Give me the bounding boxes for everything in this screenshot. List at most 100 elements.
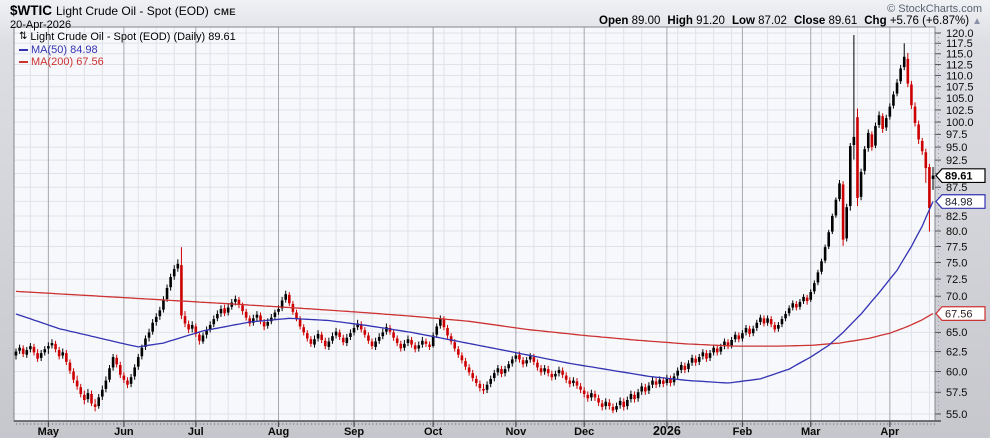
ma200-swatch-icon xyxy=(19,61,28,64)
page-title: Light Crude Oil - Spot (EOD) xyxy=(56,4,209,18)
candle-body xyxy=(14,351,18,356)
candle-body xyxy=(374,341,377,347)
candle-body xyxy=(133,367,136,377)
candle-body xyxy=(773,324,777,330)
candle-body xyxy=(859,171,863,197)
candle-body xyxy=(813,283,816,292)
candle-body xyxy=(129,377,133,384)
candle-body xyxy=(377,336,381,341)
candle-body xyxy=(482,388,485,391)
svg-text:87.5: 87.5 xyxy=(946,182,967,194)
candle-body xyxy=(460,355,464,361)
candle-body xyxy=(338,332,341,337)
candle-body xyxy=(798,301,802,307)
month-label: Dec xyxy=(574,426,594,438)
candle-body xyxy=(172,269,176,277)
candle-body xyxy=(190,324,194,329)
svg-text:65.0: 65.0 xyxy=(946,327,967,339)
candle-body xyxy=(521,360,525,365)
candle-body xyxy=(453,342,457,349)
open-label: Open xyxy=(599,15,629,27)
open-value: 89.00 xyxy=(631,15,661,27)
candle-body xyxy=(784,313,787,319)
candle-body xyxy=(115,357,118,365)
candle-body xyxy=(273,312,277,317)
candle-body xyxy=(877,115,881,125)
candle-body xyxy=(518,354,521,360)
candle-body xyxy=(705,353,708,359)
candle-body xyxy=(237,299,241,305)
candle-body xyxy=(305,333,309,339)
candle-body xyxy=(165,287,169,300)
candle-body xyxy=(226,307,230,313)
candle-body xyxy=(345,337,349,344)
candle-body xyxy=(97,397,101,407)
candle-body xyxy=(874,125,877,146)
svg-text:100.0: 100.0 xyxy=(946,117,974,129)
candle-body xyxy=(679,365,683,370)
candle-body xyxy=(162,299,165,310)
candle-body xyxy=(410,339,413,345)
svg-text:75.0: 75.0 xyxy=(946,257,967,269)
candle-body xyxy=(590,393,593,398)
candle-body xyxy=(769,319,773,325)
candle-body xyxy=(352,327,356,333)
candle-body xyxy=(176,263,180,269)
candle-body xyxy=(151,322,154,332)
candle-body xyxy=(550,373,554,378)
svg-text:112.5: 112.5 xyxy=(946,59,973,71)
candle-body xyxy=(737,335,741,340)
candle-body xyxy=(751,328,755,334)
candle-body xyxy=(863,149,866,171)
candle-body xyxy=(572,380,575,384)
candle-body xyxy=(640,386,644,392)
candle-body xyxy=(762,318,766,324)
candle-body xyxy=(831,215,834,232)
exchange-label: CME xyxy=(213,7,237,18)
candle-body xyxy=(334,331,338,336)
candle-body xyxy=(795,303,798,308)
candle-body xyxy=(586,394,590,399)
candle-body xyxy=(928,167,931,209)
candle-body xyxy=(654,381,658,385)
month-label: Mar xyxy=(801,426,821,438)
ma50-line xyxy=(15,201,934,384)
candle-body xyxy=(266,322,270,326)
candle-body xyxy=(568,380,572,384)
candle-body xyxy=(744,327,748,333)
candle-body xyxy=(600,403,604,407)
svg-text:80.0: 80.0 xyxy=(946,226,967,238)
candle-body xyxy=(723,341,726,347)
candle-body xyxy=(219,308,223,314)
candle-body xyxy=(895,82,899,94)
candle-body xyxy=(690,357,694,363)
candle-body xyxy=(403,343,406,348)
candle-body xyxy=(122,375,126,380)
chart-legend: ⇅ Light Crude Oil - Spot (EOD) (Daily) 8… xyxy=(19,31,236,69)
candle-body xyxy=(658,379,661,384)
candle-body xyxy=(708,353,712,358)
candle-body xyxy=(392,332,395,338)
candle-body xyxy=(61,352,65,356)
month-label: May xyxy=(38,426,60,438)
svg-text:97.5: 97.5 xyxy=(946,129,967,141)
svg-text:105.0: 105.0 xyxy=(946,93,974,105)
candle-body xyxy=(525,360,528,364)
candle-body xyxy=(755,322,759,328)
candle-body xyxy=(733,334,737,340)
candle-body xyxy=(791,303,795,308)
candle-body xyxy=(485,384,489,390)
candle-body xyxy=(676,370,679,376)
candle-body xyxy=(183,316,187,324)
candle-body xyxy=(259,315,262,322)
candle-body xyxy=(931,175,935,179)
candle-body xyxy=(90,393,93,404)
candle-body xyxy=(158,310,162,317)
candle-body xyxy=(827,232,831,247)
candle-body xyxy=(726,342,730,347)
candle-body xyxy=(101,389,104,397)
svg-text:102.5: 102.5 xyxy=(946,105,974,117)
candle-body xyxy=(881,116,884,129)
svg-text:92.5: 92.5 xyxy=(946,155,967,167)
